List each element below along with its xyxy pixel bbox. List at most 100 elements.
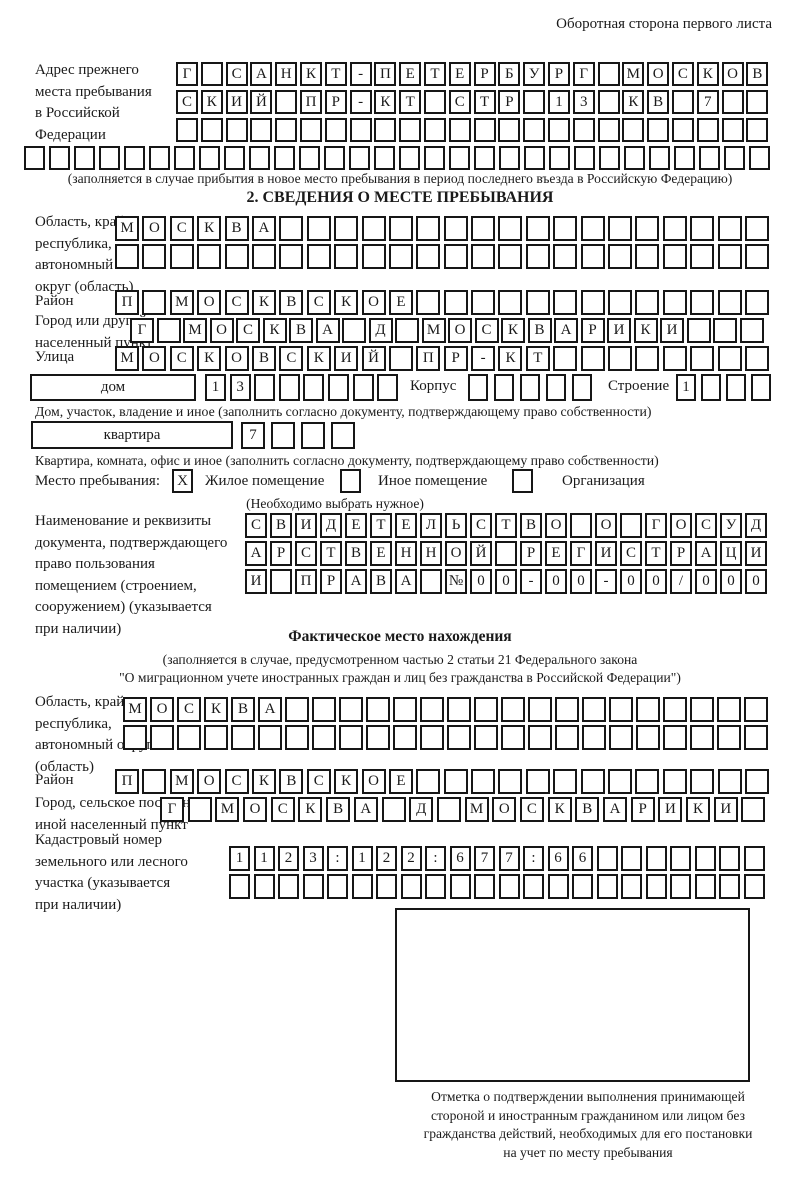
char-box[interactable]: В xyxy=(647,90,670,114)
char-box[interactable] xyxy=(142,244,167,269)
char-box[interactable] xyxy=(547,874,569,899)
char-box[interactable]: Е xyxy=(448,62,471,86)
char-box[interactable] xyxy=(717,346,742,371)
char-box[interactable] xyxy=(696,118,719,142)
char-box[interactable] xyxy=(498,290,523,315)
char-box[interactable] xyxy=(555,725,579,750)
char-box[interactable]: А xyxy=(258,697,282,722)
char-box[interactable] xyxy=(662,769,687,794)
char-box[interactable] xyxy=(524,146,545,170)
char-box[interactable] xyxy=(719,874,740,899)
char-box[interactable]: А xyxy=(315,318,340,343)
char-box[interactable]: В xyxy=(575,797,600,822)
char-box[interactable]: С xyxy=(306,290,331,315)
char-box[interactable]: О xyxy=(445,541,467,566)
char-box[interactable]: С xyxy=(176,90,198,114)
char-box[interactable]: О xyxy=(209,318,234,343)
char-box[interactable]: А xyxy=(250,62,273,86)
char-box[interactable]: О xyxy=(670,513,692,538)
char-box[interactable]: 0 xyxy=(495,569,517,594)
char-box[interactable] xyxy=(420,725,444,750)
char-box[interactable]: А xyxy=(695,541,717,566)
char-box[interactable] xyxy=(717,290,742,315)
char-box[interactable] xyxy=(528,725,552,750)
char-box[interactable] xyxy=(498,244,523,269)
char-box[interactable]: О xyxy=(545,513,567,538)
char-box[interactable] xyxy=(393,725,417,750)
char-box[interactable] xyxy=(327,374,349,401)
char-box[interactable] xyxy=(525,216,550,241)
char-box[interactable]: В xyxy=(370,569,392,594)
char-box[interactable] xyxy=(744,244,769,269)
char-box[interactable]: П xyxy=(416,346,441,371)
char-box[interactable]: С xyxy=(295,541,317,566)
char-box[interactable] xyxy=(24,146,45,170)
char-box[interactable] xyxy=(645,874,667,899)
char-box[interactable] xyxy=(299,146,320,170)
char-box[interactable]: П xyxy=(295,569,317,594)
char-box[interactable] xyxy=(580,769,605,794)
char-box[interactable]: 0 xyxy=(470,569,492,594)
char-box[interactable] xyxy=(690,346,715,371)
char-box[interactable]: Н xyxy=(395,541,417,566)
char-box[interactable]: 6 xyxy=(449,846,471,871)
char-box[interactable] xyxy=(743,874,765,899)
char-box[interactable]: К xyxy=(251,769,276,794)
char-box[interactable] xyxy=(662,216,687,241)
char-box[interactable] xyxy=(342,318,366,343)
char-box[interactable] xyxy=(423,118,446,142)
char-box[interactable]: О xyxy=(647,62,670,86)
char-box[interactable]: П xyxy=(374,62,397,86)
char-box[interactable]: : xyxy=(523,846,544,871)
char-box[interactable]: Е xyxy=(345,513,367,538)
char-box[interactable]: Й xyxy=(250,90,273,114)
char-box[interactable] xyxy=(694,846,716,871)
char-box[interactable] xyxy=(498,874,520,899)
char-box[interactable]: Й xyxy=(470,541,492,566)
char-box[interactable] xyxy=(499,146,520,170)
char-box[interactable]: - xyxy=(520,569,542,594)
char-box[interactable] xyxy=(635,769,660,794)
char-box[interactable] xyxy=(400,874,422,899)
char-box[interactable]: У xyxy=(720,513,742,538)
char-box[interactable] xyxy=(331,422,355,449)
char-box[interactable] xyxy=(302,874,324,899)
char-box[interactable]: Ц xyxy=(720,541,742,566)
char-box[interactable]: Е xyxy=(545,541,567,566)
char-box[interactable]: А xyxy=(395,569,417,594)
char-box[interactable]: К xyxy=(622,90,645,114)
char-box[interactable] xyxy=(312,725,336,750)
char-box[interactable] xyxy=(608,244,633,269)
char-box[interactable]: - xyxy=(595,569,617,594)
char-box[interactable] xyxy=(443,769,468,794)
char-box[interactable] xyxy=(608,290,633,315)
char-box[interactable]: К xyxy=(262,318,287,343)
char-box[interactable] xyxy=(49,146,70,170)
char-box[interactable]: И xyxy=(245,569,267,594)
char-box[interactable] xyxy=(608,346,633,371)
char-box[interactable]: А xyxy=(245,541,267,566)
char-box[interactable] xyxy=(200,62,223,86)
char-box[interactable] xyxy=(597,90,620,114)
char-box[interactable] xyxy=(635,346,660,371)
char-box[interactable]: Н xyxy=(275,62,298,86)
char-box[interactable] xyxy=(448,118,471,142)
char-box[interactable]: Е xyxy=(388,769,413,794)
char-box[interactable] xyxy=(662,244,687,269)
char-box[interactable] xyxy=(580,346,605,371)
char-box[interactable] xyxy=(582,725,606,750)
char-box[interactable]: Р xyxy=(580,318,605,343)
char-box[interactable] xyxy=(582,697,606,722)
char-box[interactable] xyxy=(546,374,566,401)
char-box[interactable]: Д xyxy=(320,513,342,538)
char-box[interactable] xyxy=(351,874,373,899)
char-box[interactable]: Т xyxy=(473,90,496,114)
char-box[interactable]: В xyxy=(326,797,351,822)
char-box[interactable] xyxy=(416,290,441,315)
char-box[interactable] xyxy=(275,90,298,114)
char-box[interactable] xyxy=(423,90,446,114)
char-box[interactable] xyxy=(498,118,521,142)
char-box[interactable] xyxy=(701,374,721,401)
char-box[interactable] xyxy=(717,725,741,750)
char-box[interactable] xyxy=(743,846,765,871)
